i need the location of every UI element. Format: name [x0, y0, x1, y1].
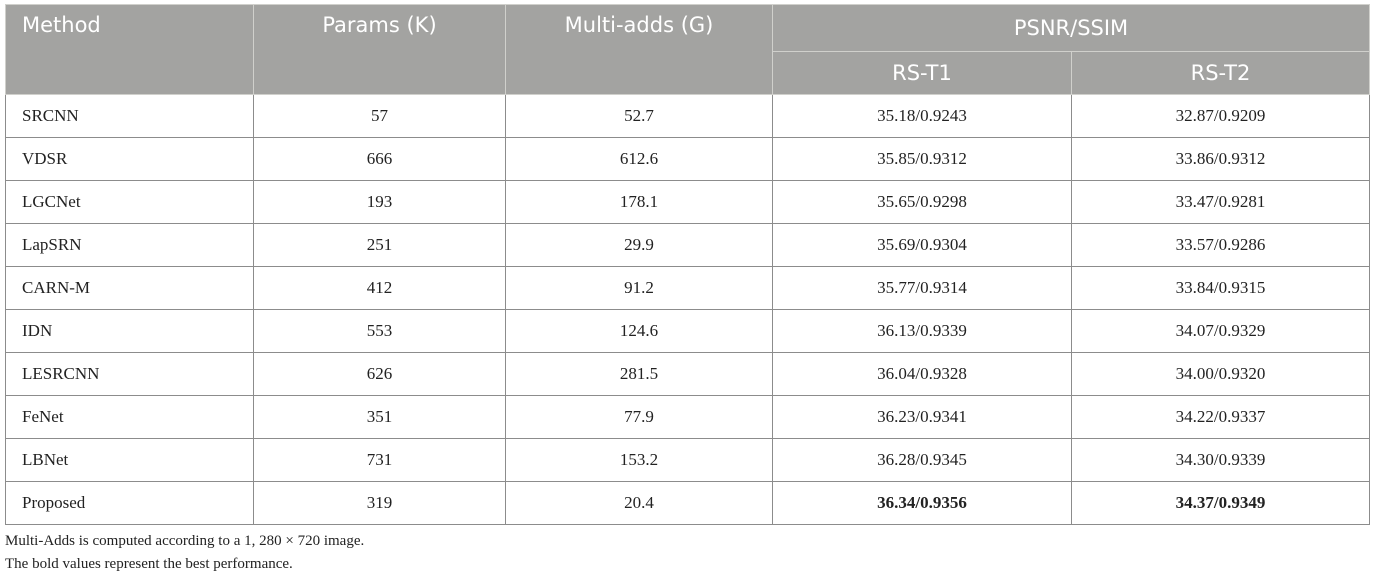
cell-params: 57: [253, 94, 506, 138]
cell-params: 553: [253, 309, 506, 353]
cell-rs-t2: 32.87/0.9209: [1071, 94, 1370, 138]
cell-rs-t2: 33.57/0.9286: [1071, 223, 1370, 267]
cell-params: 251: [253, 223, 506, 267]
cell-multi-adds: 29.9: [505, 223, 773, 267]
cell-multi-adds: 91.2: [505, 266, 773, 310]
footnote-multi-adds: Multi-Adds is computed according to a 1,…: [5, 533, 365, 549]
table-row-proposed: Proposed 319 20.4 36.34/0.9356 34.37/0.9…: [5, 481, 1370, 525]
cell-params: 412: [253, 266, 506, 310]
table-row: IDN 553 124.6 36.13/0.9339 34.07/0.9329: [5, 309, 1370, 353]
cell-rs-t1: 36.04/0.9328: [772, 352, 1072, 396]
header-multi-adds: Multi-adds (G): [505, 4, 773, 95]
cell-method: VDSR: [5, 137, 254, 181]
cell-multi-adds: 612.6: [505, 137, 773, 181]
table-row: LBNet 731 153.2 36.28/0.9345 34.30/0.933…: [5, 438, 1370, 482]
cell-rs-t1: 35.77/0.9314: [772, 266, 1072, 310]
cell-method: LBNet: [5, 438, 254, 482]
cell-method: IDN: [5, 309, 254, 353]
cell-multi-adds: 52.7: [505, 94, 773, 138]
cell-multi-adds: 153.2: [505, 438, 773, 482]
cell-rs-t1: 36.28/0.9345: [772, 438, 1072, 482]
cell-params: 319: [253, 481, 506, 525]
table-row: LESRCNN 626 281.5 36.04/0.9328 34.00/0.9…: [5, 352, 1370, 396]
cell-rs-t2: 34.07/0.9329: [1071, 309, 1370, 353]
header-rs-t2: RS-T2: [1071, 51, 1370, 95]
cell-params: 666: [253, 137, 506, 181]
cell-rs-t2: 34.30/0.9339: [1071, 438, 1370, 482]
cell-multi-adds: 178.1: [505, 180, 773, 224]
cell-method: LGCNet: [5, 180, 254, 224]
table-row: FeNet 351 77.9 36.23/0.9341 34.22/0.9337: [5, 395, 1370, 439]
cell-method: LapSRN: [5, 223, 254, 267]
cell-rs-t2: 33.47/0.9281: [1071, 180, 1370, 224]
cell-rs-t2-best: 34.37/0.9349: [1071, 481, 1370, 525]
cell-method: SRCNN: [5, 94, 254, 138]
cell-params: 731: [253, 438, 506, 482]
cell-rs-t2: 33.86/0.9312: [1071, 137, 1370, 181]
cell-method: CARN-M: [5, 266, 254, 310]
cell-rs-t1: 35.65/0.9298: [772, 180, 1072, 224]
table-row: SRCNN 57 52.7 35.18/0.9243 32.87/0.9209: [5, 94, 1370, 138]
cell-rs-t1: 36.23/0.9341: [772, 395, 1072, 439]
header-params: Params (K): [253, 4, 506, 95]
footnote-bold: The bold values represent the best perfo…: [5, 556, 293, 572]
cell-method: FeNet: [5, 395, 254, 439]
cell-method: LESRCNN: [5, 352, 254, 396]
cell-rs-t2: 34.00/0.9320: [1071, 352, 1370, 396]
cell-rs-t1: 35.18/0.9243: [772, 94, 1072, 138]
table-row: CARN-M 412 91.2 35.77/0.9314 33.84/0.931…: [5, 266, 1370, 310]
cell-method: Proposed: [5, 481, 254, 525]
cell-multi-adds: 77.9: [505, 395, 773, 439]
cell-rs-t1: 35.69/0.9304: [772, 223, 1072, 267]
cell-rs-t1: 36.13/0.9339: [772, 309, 1072, 353]
results-table: Method Params (K) Multi-adds (G) PSNR/SS…: [5, 4, 1370, 525]
table-body: SRCNN 57 52.7 35.18/0.9243 32.87/0.9209 …: [5, 94, 1370, 525]
table-footnotes: Multi-Adds is computed according to a 1,…: [5, 530, 364, 576]
cell-multi-adds: 281.5: [505, 352, 773, 396]
cell-multi-adds: 124.6: [505, 309, 773, 353]
cell-params: 351: [253, 395, 506, 439]
cell-rs-t1: 35.85/0.9312: [772, 137, 1072, 181]
table-row: VDSR 666 612.6 35.85/0.9312 33.86/0.9312: [5, 137, 1370, 181]
table-row: LGCNet 193 178.1 35.65/0.9298 33.47/0.92…: [5, 180, 1370, 224]
cell-rs-t2: 33.84/0.9315: [1071, 266, 1370, 310]
cell-params: 626: [253, 352, 506, 396]
cell-multi-adds: 20.4: [505, 481, 773, 525]
cell-rs-t2: 34.22/0.9337: [1071, 395, 1370, 439]
header-psnr-ssim: PSNR/SSIM: [772, 4, 1370, 52]
cell-params: 193: [253, 180, 506, 224]
cell-rs-t1-best: 36.34/0.9356: [772, 481, 1072, 525]
header-rs-t1: RS-T1: [772, 51, 1072, 95]
header-method: Method: [5, 4, 254, 95]
table-row: LapSRN 251 29.9 35.69/0.9304 33.57/0.928…: [5, 223, 1370, 267]
